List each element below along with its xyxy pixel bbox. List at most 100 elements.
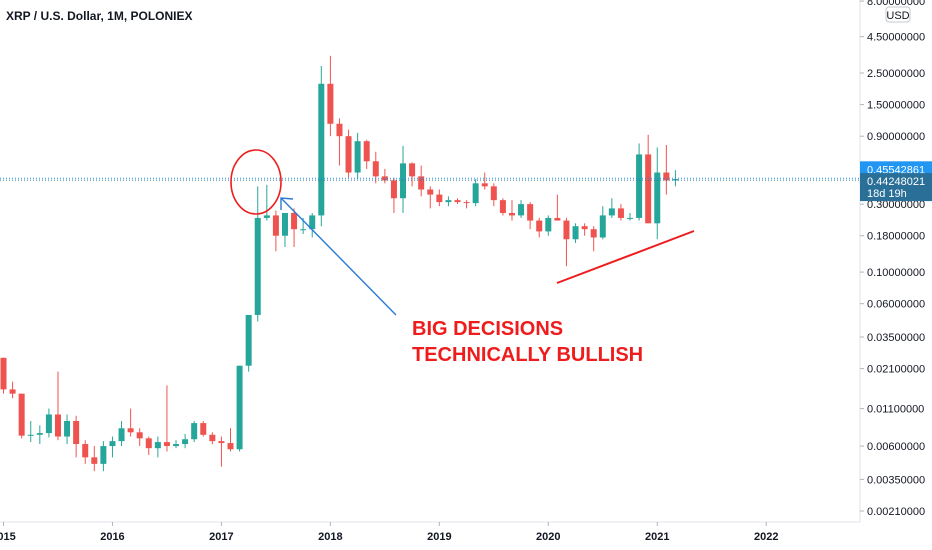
candle-body <box>163 442 170 447</box>
price-tag-last-bg <box>860 173 932 202</box>
candle <box>200 420 207 437</box>
candle <box>318 65 325 227</box>
price-tick-label: 0.02100000 <box>867 364 925 376</box>
candle-body <box>554 217 561 221</box>
candle-body <box>645 154 652 224</box>
candle <box>518 200 525 218</box>
candle-body <box>54 414 61 437</box>
price-tick-label: 1.50000000 <box>867 100 925 112</box>
candle <box>490 183 497 207</box>
candle <box>590 226 597 252</box>
candle <box>472 179 479 207</box>
candle <box>263 184 270 221</box>
candle <box>36 425 43 445</box>
candle <box>454 198 461 205</box>
price-tick-label: 0.90000000 <box>867 131 925 143</box>
annotation-circle <box>230 149 282 215</box>
candle <box>91 446 98 472</box>
candle <box>608 198 615 218</box>
candle-body <box>508 212 515 216</box>
candle-body <box>590 229 597 238</box>
candle <box>463 200 470 209</box>
candle-body <box>400 163 407 199</box>
candle-body <box>418 176 425 190</box>
candle-body <box>372 161 379 177</box>
candle-body <box>182 439 189 445</box>
price-tick-label: 0.30000000 <box>867 199 925 211</box>
candle <box>209 432 216 445</box>
price-lines <box>0 177 860 181</box>
time-tick-label: 2016 <box>100 531 124 543</box>
price-tick-label: 0.10000000 <box>867 267 925 279</box>
candle-body <box>599 215 606 238</box>
candle <box>163 385 170 452</box>
candle <box>218 436 225 467</box>
candle-body <box>91 457 98 464</box>
candle-body <box>9 389 16 394</box>
candle <box>617 204 624 221</box>
annotation-text-line-2: TECHNICALLY BULLISH <box>412 344 643 366</box>
time-tick-label: 2022 <box>754 531 778 543</box>
candle-body <box>536 220 543 232</box>
candle <box>572 223 579 244</box>
candle <box>136 428 143 447</box>
time-tick-label: 2020 <box>536 531 560 543</box>
candle <box>182 433 189 449</box>
price-tick-label: 0.00210000 <box>867 506 925 518</box>
candle <box>581 223 588 236</box>
candle-body <box>563 220 570 240</box>
price-tick-label: 0.03500000 <box>867 332 925 344</box>
candle-body <box>45 414 52 434</box>
candle-body <box>109 441 116 447</box>
price-axis-ticks: 0.00210000 0.00350000 0.00600000 0.01100000… <box>860 0 925 518</box>
candle <box>145 436 152 455</box>
time-tick-label: 2021 <box>645 531 669 543</box>
price-tick-label: 2.50000000 <box>867 68 925 80</box>
candle-body <box>309 215 316 230</box>
candle <box>354 132 361 180</box>
candle <box>281 212 288 247</box>
candle <box>336 118 343 166</box>
candle <box>154 436 161 458</box>
candle-body <box>145 438 152 449</box>
candle-body <box>654 172 661 224</box>
annotation-text-line-1: BIG DECISIONS <box>412 318 563 340</box>
annotation-trendline <box>556 230 695 284</box>
candle <box>499 198 506 216</box>
candle <box>418 165 425 197</box>
currency-button[interactable]: USD <box>885 6 911 23</box>
candle-body <box>0 357 7 390</box>
candle <box>363 139 370 169</box>
candle <box>400 145 407 213</box>
candle-body <box>627 217 634 219</box>
price-tick-label: 8.00000000 <box>867 0 925 8</box>
price-tick-label: 4.50000000 <box>867 32 925 44</box>
candle <box>599 206 606 240</box>
candle <box>545 215 552 236</box>
candle <box>636 143 643 221</box>
candle-body <box>18 393 25 436</box>
candle-body <box>191 423 198 440</box>
candle-body <box>445 200 452 203</box>
candle-body <box>472 183 479 204</box>
candle-body <box>73 420 80 445</box>
candle-body <box>636 154 643 218</box>
candle-body <box>518 204 525 216</box>
candle-body <box>82 444 89 458</box>
chart-title: XRP / U.S. Dollar, 1M, POLONIEX <box>6 9 193 23</box>
candle <box>508 200 515 221</box>
currency-label: USD <box>886 10 909 22</box>
candle <box>245 314 252 372</box>
candle-body <box>27 434 34 436</box>
candle <box>481 172 488 190</box>
candle-body <box>572 226 579 240</box>
candle-body <box>318 83 325 216</box>
candle <box>0 357 7 394</box>
candle-body <box>481 183 488 187</box>
annotation-arrowhead <box>280 197 294 210</box>
candle <box>345 129 352 178</box>
candle <box>191 420 198 443</box>
time-axis-ticks: 2015 2016 2017 2018 2019 2020 2021 2022 <box>0 522 778 543</box>
